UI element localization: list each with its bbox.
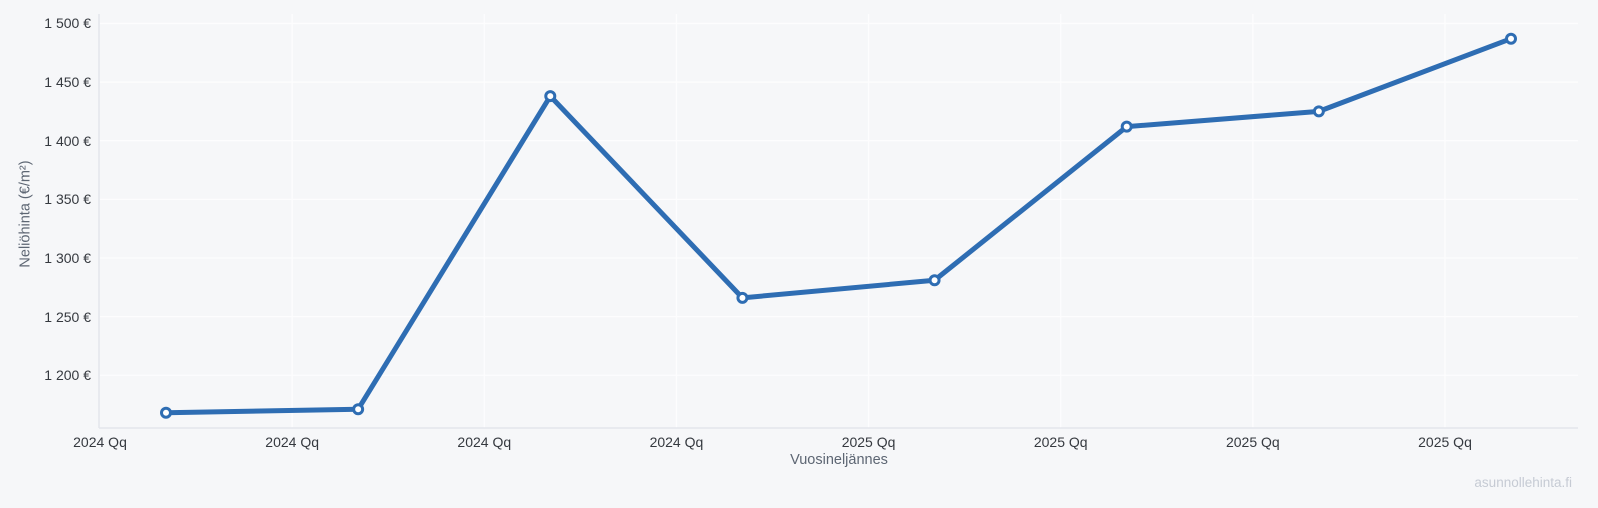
data-point-marker: [544, 90, 557, 103]
x-tick-label: 2025 Qq: [1033, 434, 1088, 450]
y-tick-label: 1 500 €: [44, 15, 91, 32]
x-tick-label: 2024 Qq: [73, 434, 127, 450]
y-tick-label: 1 450 €: [44, 74, 91, 91]
y-tick-label: 1 250 €: [44, 308, 91, 325]
data-point-marker: [1120, 120, 1133, 133]
data-point-marker: [352, 403, 365, 416]
y-tick-label: 1 400 €: [44, 132, 91, 149]
x-axis-title: Vuosineljännes: [790, 452, 888, 468]
data-point-marker: [1505, 32, 1517, 45]
y-tick-label: 1 350 €: [44, 191, 91, 208]
x-tick-label: 2024 Qq: [457, 434, 512, 450]
x-tick-label: 2025 Qq: [1418, 434, 1472, 450]
y-tick-label: 1 200 €: [44, 367, 91, 384]
data-point-marker: [160, 406, 172, 419]
x-tick-label: 2025 Qq: [841, 434, 896, 450]
y-axis-title-wrap: Neliöhinta (€/m²): [17, 0, 35, 428]
price-line: [163, 36, 1514, 416]
x-tick-label: 2024 Qq: [649, 434, 704, 450]
data-point-marker: [1312, 105, 1325, 118]
y-tick-label: 1 300 €: [44, 249, 91, 266]
data-point-marker: [736, 291, 749, 304]
x-tick-label: 2024 Qq: [265, 434, 319, 450]
x-tick-label: 2025 Qq: [1225, 434, 1280, 450]
data-point-marker: [928, 274, 941, 287]
watermark: asunnollehinta.fi: [1474, 475, 1572, 490]
